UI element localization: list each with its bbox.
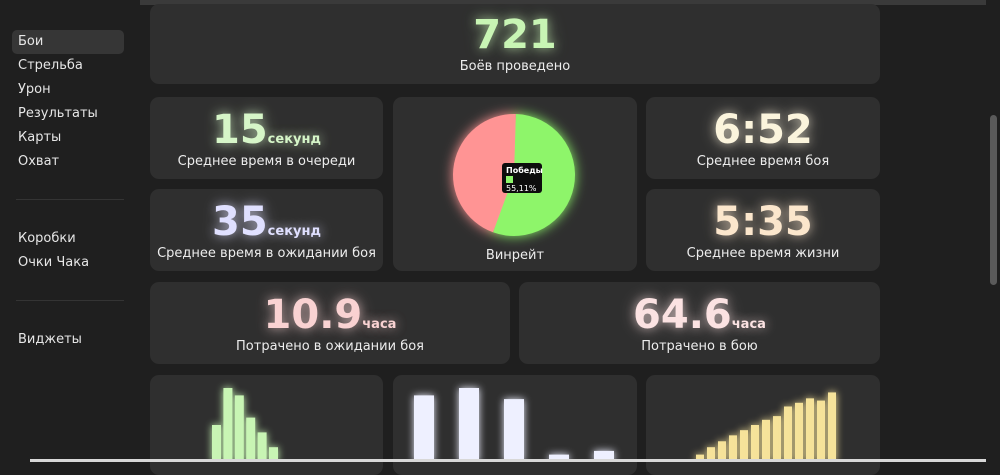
spent-battle-caption: Потрачено в бою — [641, 339, 758, 354]
chart-bar[interactable] — [549, 454, 569, 462]
spent-battle-value: 64.6часа — [633, 292, 766, 338]
battles-card: 721 Боёв проведено — [150, 4, 880, 84]
wait-time-value: 35секунд — [212, 199, 321, 245]
chart-bar[interactable] — [257, 432, 267, 462]
chart-bar[interactable] — [246, 417, 256, 462]
chart-bar[interactable] — [806, 398, 814, 462]
chart-bar[interactable] — [817, 400, 825, 462]
wait-time-caption: Среднее время в ожидании боя — [157, 246, 376, 261]
queue-time-caption: Среднее время в очереди — [177, 154, 356, 169]
nav-item-damage[interactable]: Урон — [18, 82, 51, 97]
chart-bar[interactable] — [594, 450, 614, 462]
life-time-caption: Среднее время жизни — [686, 246, 840, 261]
winrate-tooltip: Победы 55,11% — [502, 163, 543, 193]
battles-value: 721 — [473, 12, 557, 58]
chart-bar[interactable] — [234, 395, 244, 462]
chart-bar[interactable] — [504, 399, 524, 462]
chart-bar[interactable] — [751, 425, 759, 462]
sidebar: Бои Стрельба Урон Результаты Карты Охват… — [0, 0, 140, 462]
battle-time-value: 6:52 — [713, 107, 813, 153]
chart-bar[interactable] — [696, 454, 704, 462]
tooltip-title: Победы — [506, 166, 543, 175]
winrate-caption: Винрейт — [485, 248, 545, 263]
sidebar-divider — [16, 199, 124, 200]
bar-chart-1 — [212, 388, 278, 462]
chart-card-2 — [393, 375, 637, 475]
chart-bar[interactable] — [773, 416, 781, 462]
nav-item-shooting[interactable]: Стрельба — [18, 58, 83, 73]
nav-item-reach[interactable]: Охват — [18, 154, 60, 169]
nav-item-boxes[interactable]: Коробки — [18, 231, 76, 246]
nav-item-widgets[interactable]: Виджеты — [18, 332, 82, 347]
spent-battle-card: 64.6часа Потрачено в бою — [519, 282, 880, 364]
chart-bar[interactable] — [414, 395, 434, 462]
chart-bar[interactable] — [269, 447, 278, 462]
chart-card-1 — [150, 375, 383, 475]
chart-bar[interactable] — [828, 392, 836, 462]
chart-bar[interactable] — [762, 419, 770, 462]
life-time-value: 5:35 — [713, 199, 813, 245]
scrollbar-thumb[interactable] — [990, 115, 997, 285]
chart-card-3 — [646, 375, 880, 475]
bar-chart-3 — [696, 392, 836, 463]
chart-bar[interactable] — [795, 402, 803, 462]
nav-item-battles[interactable]: Бои — [12, 30, 124, 54]
queue-time-card: 15секунд Среднее время в очереди — [150, 97, 383, 179]
queue-time-value: 15секунд — [212, 107, 321, 153]
chart-bar[interactable] — [718, 441, 726, 462]
bar-chart-2 — [414, 388, 614, 462]
nav-item-results[interactable]: Результаты — [18, 106, 98, 121]
pie-slice-losses[interactable] — [453, 114, 516, 233]
win-swatch-icon — [506, 176, 513, 183]
chart-bar[interactable] — [212, 425, 221, 462]
battle-time-caption: Среднее время боя — [696, 154, 830, 169]
tooltip-value-row: 55,11% — [506, 175, 538, 193]
spent-wait-card: 10.9часа Потрачено в ожидании боя — [150, 282, 510, 364]
spent-wait-caption: Потрачено в ожидании боя — [236, 339, 424, 354]
chart-bar[interactable] — [740, 430, 748, 462]
wait-time-card: 35секунд Среднее время в ожидании боя — [150, 189, 383, 271]
battles-caption: Боёв проведено — [459, 59, 571, 74]
life-time-card: 5:35 Среднее время жизни — [646, 189, 880, 271]
battle-time-card: 6:52 Среднее время боя — [646, 97, 880, 179]
sidebar-divider — [16, 300, 124, 301]
top-bar — [0, 0, 1000, 5]
chart-bar[interactable] — [784, 406, 792, 463]
chart-bar[interactable] — [729, 435, 737, 462]
tooltip-value: 55,11% — [506, 184, 537, 193]
nav-item-maps[interactable]: Карты — [18, 130, 62, 145]
chart-bar[interactable] — [223, 388, 233, 462]
horizontal-scrollbar[interactable] — [30, 459, 986, 462]
chart-bar[interactable] — [459, 388, 479, 462]
spent-wait-value: 10.9часа — [263, 292, 397, 338]
nav-item-chuck-points[interactable]: Очки Чака — [18, 255, 90, 270]
chart-bar[interactable] — [707, 447, 715, 462]
